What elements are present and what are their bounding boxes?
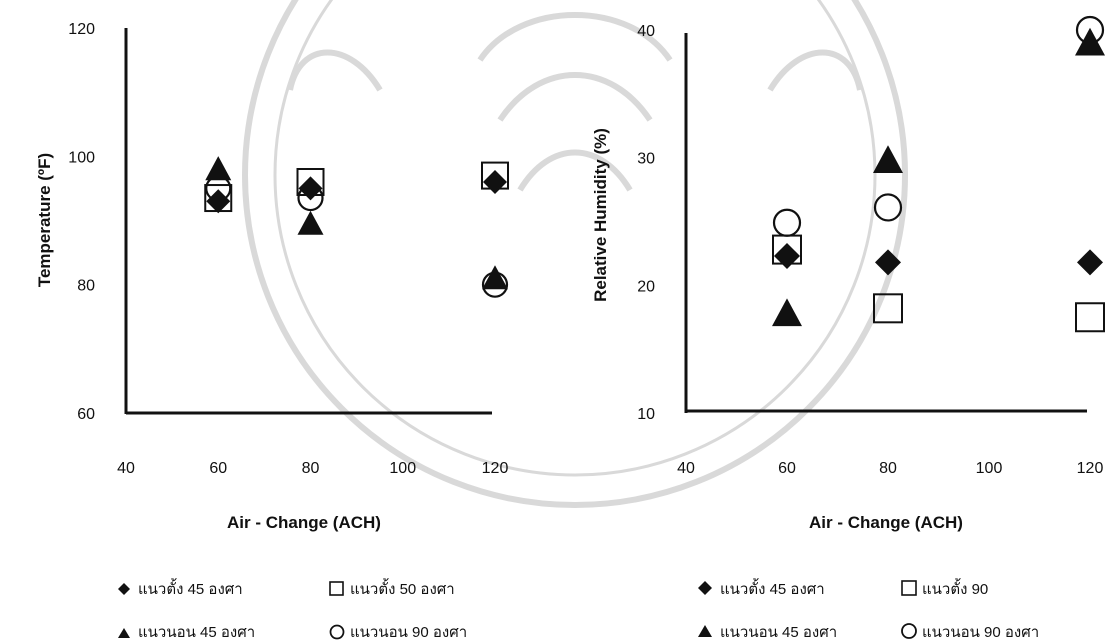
right-y-tick-label: 20 [637, 278, 655, 295]
right-diamond-point [875, 249, 901, 276]
left-diamond-point [483, 170, 507, 194]
left-x-tick-labels: 40 60 80 100 120 [117, 460, 508, 477]
left-chart: 60 80 100 120 40 60 80 100 120 Temperature (ºF)… [35, 21, 509, 532]
right-legend-label: แนวตั้ง 45 องศา [720, 578, 825, 598]
right-legend-label: แนวนอน 45 องศา [720, 624, 837, 641]
right-legend-label: แนวนอน 90 องศา [922, 624, 1039, 641]
right-y-tick-label: 10 [637, 406, 655, 423]
left-diamond-point [298, 176, 323, 201]
left-legend-item-vertical-50: แนวตั้ง 50 องศา [329, 578, 455, 598]
right-diamond-point [774, 242, 800, 269]
right-x-tick-label: 80 [879, 460, 897, 477]
square-marker-icon [901, 580, 917, 596]
left-y-tick-label: 60 [77, 406, 95, 423]
triangle-marker-icon [118, 628, 130, 638]
right-y-tick-label: 40 [637, 23, 655, 40]
right-triangle-point [1075, 27, 1105, 56]
left-x-tick-label: 120 [482, 460, 509, 477]
left-x-tick-label: 100 [389, 460, 416, 477]
left-legend-label: แนวนอน 90 องศา [350, 624, 467, 641]
right-x-axis-title: Air - Change (ACH) [809, 513, 963, 532]
right-chart: 10 20 30 40 40 60 80 100 120 Relative Humidity … [591, 15, 1105, 532]
left-legend-label: แนวตั้ง 50 องศา [350, 578, 455, 598]
left-y-tick-label: 120 [68, 21, 95, 38]
right-legend-label: แนวตั้ง 90 [922, 578, 988, 598]
left-legend-item-horizontal-45: แนวนอน 45 องศา [118, 624, 255, 641]
right-data-marks [772, 15, 1105, 333]
right-legend-item-vertical-45: แนวตั้ง 45 องศา [698, 578, 825, 598]
right-square-point [1075, 302, 1105, 333]
right-diamond-point [1077, 249, 1103, 276]
right-y-tick-labels: 10 20 30 40 [637, 23, 655, 423]
left-legend-label: แนวนอน 45 องศา [138, 624, 255, 641]
right-x-tick-label: 100 [976, 460, 1003, 477]
left-triangle-point [482, 265, 508, 290]
right-triangle-point [772, 298, 802, 327]
left-legend: แนวตั้ง 45 องศา แนวตั้ง 50 องศา แนวนอน 4… [118, 578, 467, 641]
right-circle-point [873, 193, 903, 222]
right-y-tick-label: 30 [637, 151, 655, 168]
circle-marker-icon [329, 624, 345, 640]
left-x-tick-label: 80 [302, 460, 320, 477]
right-y-axis-title: Relative Humidity (%) [591, 128, 610, 302]
diamond-marker-icon [118, 583, 130, 595]
watermark-seal [242, 0, 908, 508]
left-y-tick-label: 100 [68, 149, 95, 166]
right-legend: แนวตั้ง 45 องศา แนวตั้ง 90 แนวนอน 45 องศ… [698, 578, 1039, 641]
square-marker-icon [329, 581, 344, 596]
left-legend-item-vertical-45: แนวตั้ง 45 องศา [118, 578, 243, 598]
right-circle-point [772, 208, 802, 237]
left-y-axis-title: Temperature (ºF) [35, 153, 54, 287]
left-legend-label: แนวตั้ง 45 องศา [138, 578, 243, 598]
triangle-marker-icon [698, 625, 712, 637]
right-x-tick-label: 60 [778, 460, 796, 477]
right-triangle-point [873, 145, 903, 173]
right-legend-item-horizontal-45: แนวนอน 45 องศา [698, 624, 837, 641]
left-y-tick-labels: 60 80 100 120 [68, 21, 95, 423]
right-x-tick-labels: 40 60 80 100 120 [677, 460, 1103, 477]
right-x-tick-label: 40 [677, 460, 695, 477]
right-x-tick-label: 120 [1077, 460, 1104, 477]
left-triangle-point [205, 156, 232, 181]
left-x-tick-label: 40 [117, 460, 135, 477]
right-legend-item-vertical-90: แนวตั้ง 90 [901, 578, 988, 598]
left-diamond-point [206, 189, 231, 214]
right-legend-item-horizontal-90: แนวนอน 90 องศา [901, 623, 1039, 641]
left-y-tick-label: 80 [77, 278, 95, 295]
left-x-axis-title: Air - Change (ACH) [227, 513, 381, 532]
left-legend-item-horizontal-90: แนวนอน 90 องศา [329, 624, 467, 641]
diamond-marker-icon [698, 581, 712, 595]
left-data-marks [204, 156, 509, 298]
left-x-tick-label: 60 [209, 460, 227, 477]
right-square-point [873, 293, 903, 324]
circle-marker-icon [901, 623, 917, 639]
left-triangle-point [297, 210, 324, 235]
